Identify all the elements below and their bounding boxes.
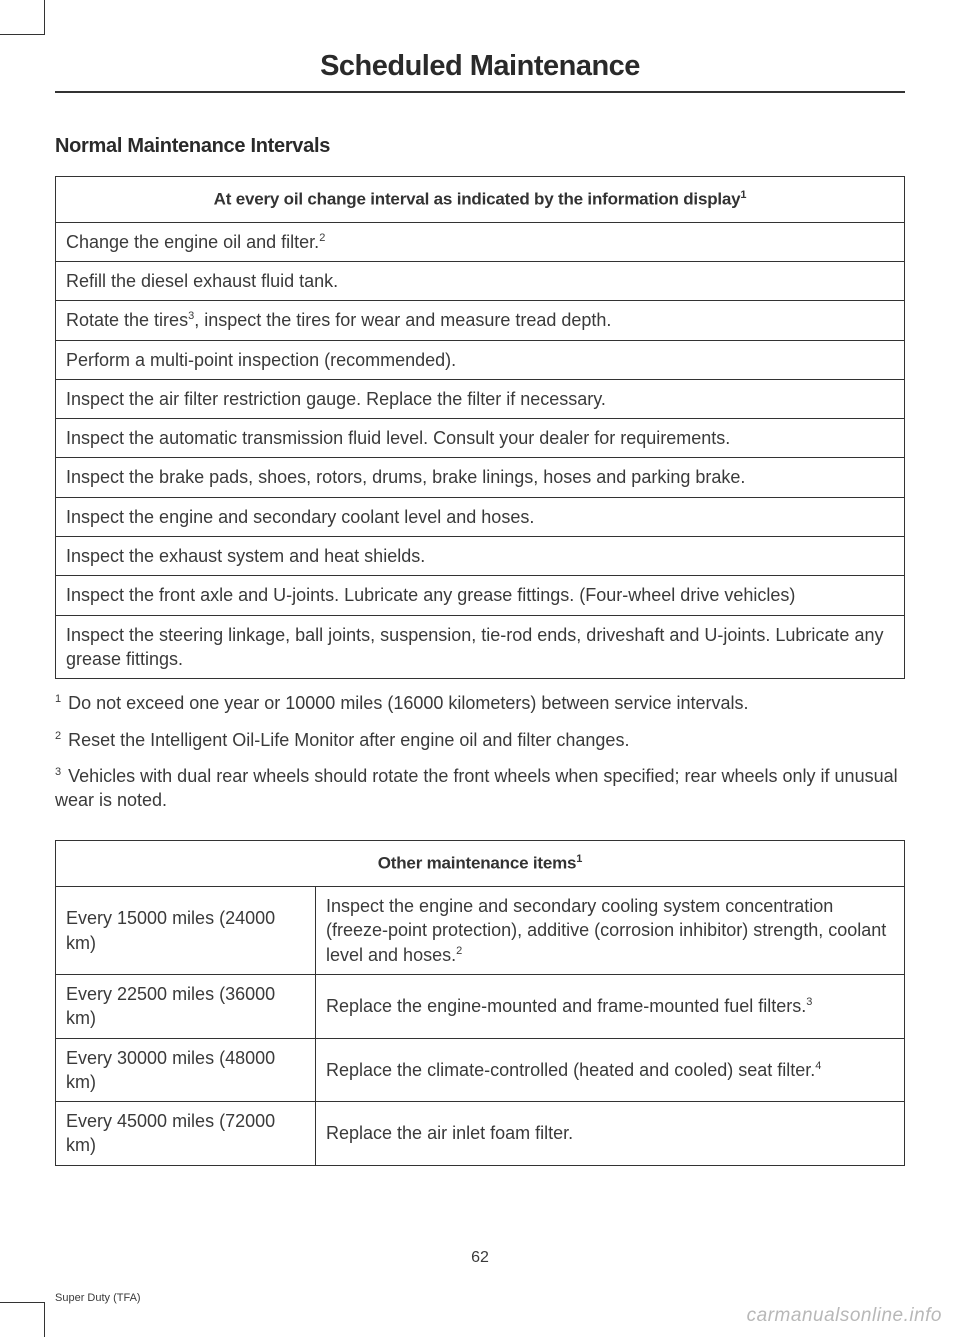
task-cell: Replace the climate-controlled (heated a… [316, 1038, 905, 1102]
maintenance-table-2: Other maintenance items1 Every 15000 mil… [55, 840, 905, 1165]
table1-header: At every oil change interval as indicate… [56, 177, 905, 223]
section-heading: Normal Maintenance Intervals [55, 135, 905, 158]
table-row: Inspect the air filter restriction gauge… [56, 379, 905, 418]
task-cell: Replace the engine-mounted and frame-mou… [316, 974, 905, 1038]
table-row: Inspect the automatic transmission fluid… [56, 419, 905, 458]
table2-header: Other maintenance items1 [56, 841, 905, 887]
footer-model: Super Duty (TFA) [55, 1292, 141, 1304]
table-row: Inspect the engine and secondary coolant… [56, 497, 905, 536]
table-row: Inspect the brake pads, shoes, rotors, d… [56, 458, 905, 497]
interval-cell: Every 22500 miles (36000 km) [56, 974, 316, 1038]
watermark: carmanualsonline.info [747, 1305, 942, 1327]
title-rule [55, 91, 905, 93]
page-title: Scheduled Maintenance [55, 50, 905, 83]
table-row: Inspect the steering linkage, ball joint… [56, 615, 905, 679]
footnote: 3 Vehicles with dual rear wheels should … [55, 764, 905, 813]
table-row: Rotate the tires3, inspect the tires for… [56, 301, 905, 340]
table-row: Inspect the front axle and U-joints. Lub… [56, 576, 905, 615]
page-number: 62 [0, 1249, 960, 1267]
page-content: Scheduled Maintenance Normal Maintenance… [0, 0, 960, 1206]
interval-cell: Every 30000 miles (48000 km) [56, 1038, 316, 1102]
footnote: 1 Do not exceed one year or 10000 miles … [55, 691, 905, 715]
table-row: Perform a multi-point inspection (recomm… [56, 340, 905, 379]
footnote: 2 Reset the Intelligent Oil-Life Monitor… [55, 728, 905, 752]
crop-mark [0, 1302, 45, 1337]
table2-header-text: Other maintenance items [378, 854, 577, 873]
table1-header-text: At every oil change interval as indicate… [214, 190, 741, 209]
interval-cell: Every 15000 miles (24000 km) [56, 887, 316, 975]
interval-cell: Every 45000 miles (72000 km) [56, 1102, 316, 1166]
crop-mark [0, 0, 45, 35]
table-row: Change the engine oil and filter.2 [56, 222, 905, 261]
task-cell: Replace the air inlet foam filter. [316, 1102, 905, 1166]
table2-header-sup: 1 [576, 853, 582, 865]
task-cell: Inspect the engine and secondary cooling… [316, 887, 905, 975]
table-row: Refill the diesel exhaust fluid tank. [56, 261, 905, 300]
maintenance-table-1: At every oil change interval as indicate… [55, 176, 905, 679]
table1-header-sup: 1 [740, 189, 746, 201]
table-row: Inspect the exhaust system and heat shie… [56, 537, 905, 576]
